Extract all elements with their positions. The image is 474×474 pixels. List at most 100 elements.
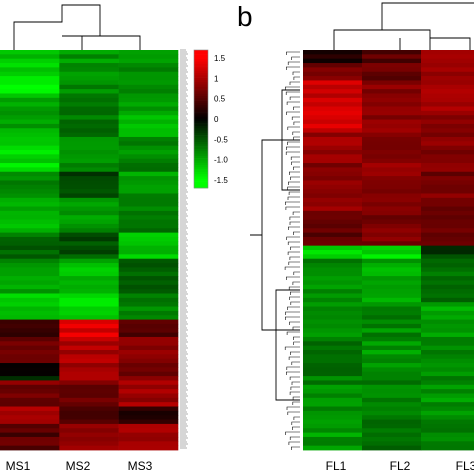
dendrogram-branch	[289, 81, 300, 85]
dendrogram-branch	[288, 261, 300, 265]
colorbar-tick-label: -1.0	[214, 156, 228, 165]
heatmap-cell	[118, 293, 179, 299]
colorbar-segment	[194, 116, 208, 120]
dendrogram-branch	[289, 321, 300, 325]
heatmap-cell	[303, 293, 363, 299]
heatmap-cell	[0, 154, 60, 160]
heatmap-cell	[0, 89, 60, 94]
heatmap-cell	[0, 293, 60, 299]
colorbar-segment	[194, 148, 208, 152]
heatmap-cell	[421, 202, 474, 207]
colorbar-segment	[194, 84, 208, 88]
heatmap-cell	[59, 123, 119, 129]
colorbar-segment	[194, 82, 208, 85]
heatmap-cell	[118, 163, 179, 168]
heatmap-cell	[118, 80, 179, 86]
heatmap-cell	[303, 89, 363, 94]
heatmap-cell	[59, 341, 119, 347]
heatmap-cell	[59, 197, 119, 203]
heatmap-cell	[0, 123, 60, 129]
heatmap-cell	[421, 132, 474, 138]
heatmap-cell	[118, 102, 179, 107]
dendrogram-branch	[292, 426, 300, 430]
heatmap-cell	[118, 193, 179, 199]
heatmap-cell	[303, 254, 363, 260]
heatmap-cell	[362, 389, 422, 394]
heatmap-cell	[362, 336, 422, 342]
heatmap-cell	[362, 210, 422, 216]
heatmap-cell	[362, 132, 422, 138]
heatmap-cell	[59, 63, 119, 68]
heatmap-cell	[118, 354, 179, 360]
heatmap-cell	[421, 345, 474, 351]
heatmap-cell	[118, 71, 179, 77]
heatmap-cell	[303, 97, 363, 103]
heatmap-cell	[362, 445, 422, 451]
heatmap-cell	[303, 93, 363, 99]
heatmap-cell	[0, 106, 60, 112]
heatmap-cell	[362, 206, 422, 212]
heatmap-cell	[0, 297, 60, 303]
heatmap-cell	[362, 136, 422, 142]
row-names-strip	[180, 49, 188, 449]
heatmap-cell	[118, 232, 179, 238]
heatmap-cell	[59, 397, 119, 403]
heatmap-cell	[421, 280, 474, 286]
heatmap-cell	[303, 384, 363, 390]
heatmap-cell	[118, 132, 179, 138]
heatmap-cell	[0, 367, 60, 373]
heatmap-cell	[59, 410, 119, 416]
heatmap-cell	[59, 363, 119, 368]
heatmap-cell	[362, 380, 422, 386]
heatmap-cell	[0, 145, 60, 151]
dendrogram-branch	[285, 316, 300, 320]
heatmap-cell	[118, 393, 179, 399]
dendrogram-branch	[286, 66, 300, 70]
heatmap-cell	[118, 76, 179, 81]
heatmap-cell	[59, 50, 119, 55]
heatmap-cell	[362, 358, 422, 364]
heatmap-cell	[59, 350, 119, 355]
heatmap-cell	[0, 150, 60, 155]
heatmap-cell	[362, 102, 422, 107]
heatmap-cell	[0, 380, 60, 386]
heatmap-cell	[421, 93, 474, 99]
heatmap-cell	[59, 245, 119, 251]
dendrogram-branch	[288, 226, 300, 230]
heatmap-cell	[362, 415, 422, 420]
heatmap-cell	[118, 110, 179, 116]
heatmap-cell	[118, 136, 179, 142]
heatmap-cell	[59, 189, 119, 194]
heatmap-cell	[59, 176, 119, 181]
heatmap-cell	[303, 171, 363, 177]
heatmap-cell	[118, 280, 179, 286]
colorbar-segment	[194, 183, 208, 186]
dendrogram-branch	[284, 346, 300, 350]
heatmap-cell	[59, 158, 119, 164]
heatmap-cell	[303, 71, 363, 77]
heatmap-cell	[303, 436, 363, 442]
heatmap-cell	[362, 215, 422, 220]
heatmap-cell	[303, 350, 363, 355]
heatmap-cell	[0, 63, 60, 68]
heatmap-cell	[362, 350, 422, 355]
heatmap-cell	[362, 371, 422, 377]
heatmap-cell	[421, 393, 474, 399]
heatmap-cell	[59, 180, 119, 186]
dendrogram-branch	[291, 421, 300, 425]
heatmap-cell	[421, 263, 474, 268]
heatmap-cell	[0, 54, 60, 60]
heatmap-cell	[0, 241, 60, 247]
dendrogram-branch	[289, 171, 300, 175]
heatmap-cell	[59, 419, 119, 425]
heatmap-cell	[0, 197, 60, 203]
heatmap-cell	[362, 263, 422, 268]
heatmap-cell	[59, 167, 119, 173]
heatmap-cell	[118, 206, 179, 212]
heatmap-cell	[303, 393, 363, 399]
heatmap-cell	[362, 93, 422, 99]
colorbar-segment	[194, 59, 208, 62]
heatmap-cell	[303, 58, 363, 64]
heatmap-cell	[118, 306, 179, 312]
heatmap-cell	[421, 363, 474, 368]
